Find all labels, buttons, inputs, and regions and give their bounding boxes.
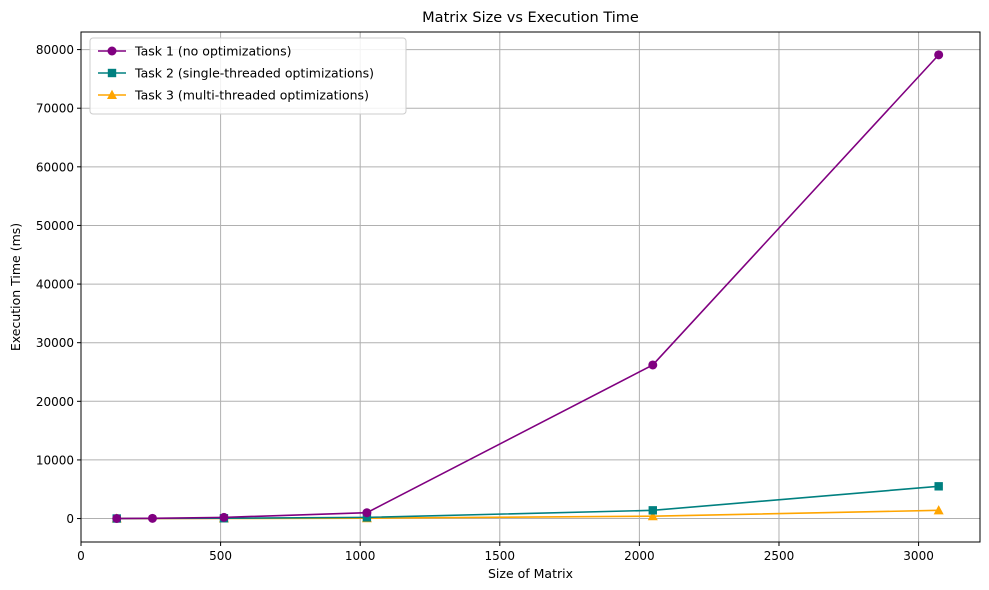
- data-point: [362, 513, 372, 522]
- legend-marker: [107, 46, 117, 56]
- data-point: [219, 512, 229, 522]
- data-point: [648, 360, 658, 370]
- data-point: [362, 508, 372, 518]
- legend-marker: [107, 68, 117, 78]
- y-tick-label: 50000: [36, 219, 74, 233]
- x-tick-label: 500: [209, 549, 232, 563]
- x-tick-label: 0: [77, 549, 85, 563]
- x-tick-label: 1500: [485, 549, 516, 563]
- x-tick-label: 3000: [903, 549, 934, 563]
- series-layer: [111, 50, 944, 523]
- legend-marker: [107, 89, 117, 99]
- data-point: [934, 50, 944, 60]
- data-point: [648, 506, 657, 515]
- legend-item: Task 1 (no optimizations): [98, 44, 291, 59]
- y-tick-label: 80000: [36, 43, 74, 57]
- legend-item: Task 2 (single-threaded optimizations): [98, 66, 374, 81]
- y-tick-label: 60000: [36, 160, 74, 174]
- y-axis-label: Execution Time (ms): [8, 223, 23, 351]
- plot-frame: [80, 31, 981, 543]
- x-tick-label: 2500: [764, 549, 795, 563]
- series-line: [116, 54, 940, 520]
- x-axis-label: Size of Matrix: [488, 566, 573, 581]
- x-tick-label: 1000: [345, 549, 376, 563]
- data-point: [112, 513, 122, 523]
- legend: Task 1 (no optimizations) Task 2 (single-…: [89, 37, 407, 115]
- y-tick-label: 20000: [36, 395, 74, 409]
- y-tick-label: 10000: [36, 453, 74, 467]
- ticks: 0 500 1000 1500 2000 2500 30000100002000030000…: [36, 43, 934, 563]
- legend-label: Task 1 (no optimizations): [134, 44, 291, 59]
- legend-box: [89, 37, 407, 115]
- y-tick-label: 30000: [36, 336, 74, 350]
- y-tick-label: 70000: [36, 102, 74, 116]
- x-tick-label: 2000: [624, 549, 655, 563]
- data-point: [934, 482, 943, 491]
- legend-label: Task 3 (multi-threaded optimizations): [134, 88, 369, 103]
- data-point: [933, 505, 944, 515]
- data-point: [147, 513, 157, 523]
- y-tick-label: 40000: [36, 278, 74, 292]
- legend-label: Task 2 (single-threaded optimizations): [134, 66, 374, 81]
- data-point: [647, 511, 658, 521]
- series: [112, 50, 944, 523]
- chart-title: Matrix Size vs Execution Time: [422, 10, 639, 26]
- y-tick-label: 0: [66, 512, 74, 526]
- legend-item: Task 3 (multi-threaded optimizations): [98, 88, 369, 103]
